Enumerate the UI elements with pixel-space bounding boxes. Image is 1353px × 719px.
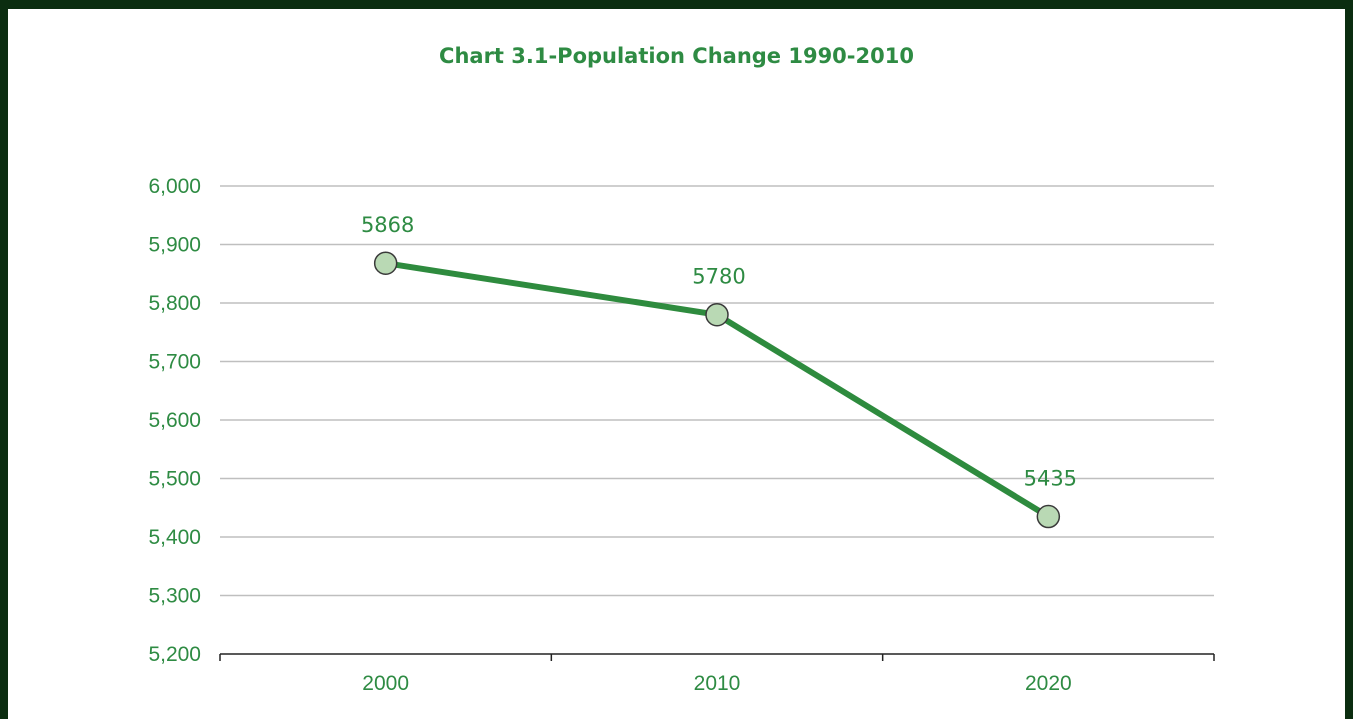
y-tick-label: 5,200 — [148, 643, 201, 666]
chart-title: Chart 3.1-Population Change 1990-2010 — [439, 44, 914, 68]
y-tick-label: 5,600 — [148, 409, 201, 432]
y-tick-label: 6,000 — [148, 175, 201, 198]
y-tick-label: 5,400 — [148, 526, 201, 549]
x-tick-label: 2000 — [362, 672, 409, 695]
data-point-marker — [705, 302, 729, 327]
y-tick-label: 5,700 — [148, 351, 201, 374]
data-label: 5780 — [692, 265, 745, 289]
data-point-marker — [1036, 504, 1061, 529]
y-tick-label: 5,800 — [148, 292, 201, 315]
x-axis-tick-labels: 2000 2010 2020 — [362, 672, 1071, 695]
series-population — [373, 251, 1061, 529]
y-axis-tick-labels: 5,200 5,300 5,400 5,500 5,600 5,700 5,800 5,900… — [148, 175, 201, 666]
data-label: 5868 — [361, 213, 414, 237]
y-tick-label: 5,900 — [148, 234, 201, 257]
data-labels: 5868 5780 5435 — [361, 213, 1077, 490]
x-tick-label: 2010 — [694, 672, 741, 695]
y-tick-label: 5,300 — [148, 585, 201, 608]
data-point-marker — [373, 251, 398, 275]
x-tick-label: 2020 — [1025, 672, 1072, 695]
y-tick-label: 5,500 — [148, 468, 201, 491]
x-axis — [219, 653, 1215, 661]
data-label: 5435 — [1024, 467, 1077, 491]
gridlines — [220, 185, 1214, 597]
